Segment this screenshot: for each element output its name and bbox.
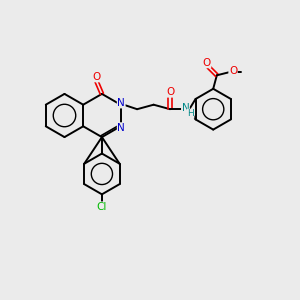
Text: H: H (187, 109, 194, 118)
Text: O: O (202, 58, 211, 68)
Text: O: O (229, 65, 237, 76)
Text: N: N (117, 98, 125, 108)
Text: O: O (92, 72, 101, 82)
Text: O: O (166, 87, 174, 97)
Text: Cl: Cl (97, 202, 107, 212)
Text: N: N (117, 123, 125, 133)
Text: N: N (182, 103, 189, 113)
